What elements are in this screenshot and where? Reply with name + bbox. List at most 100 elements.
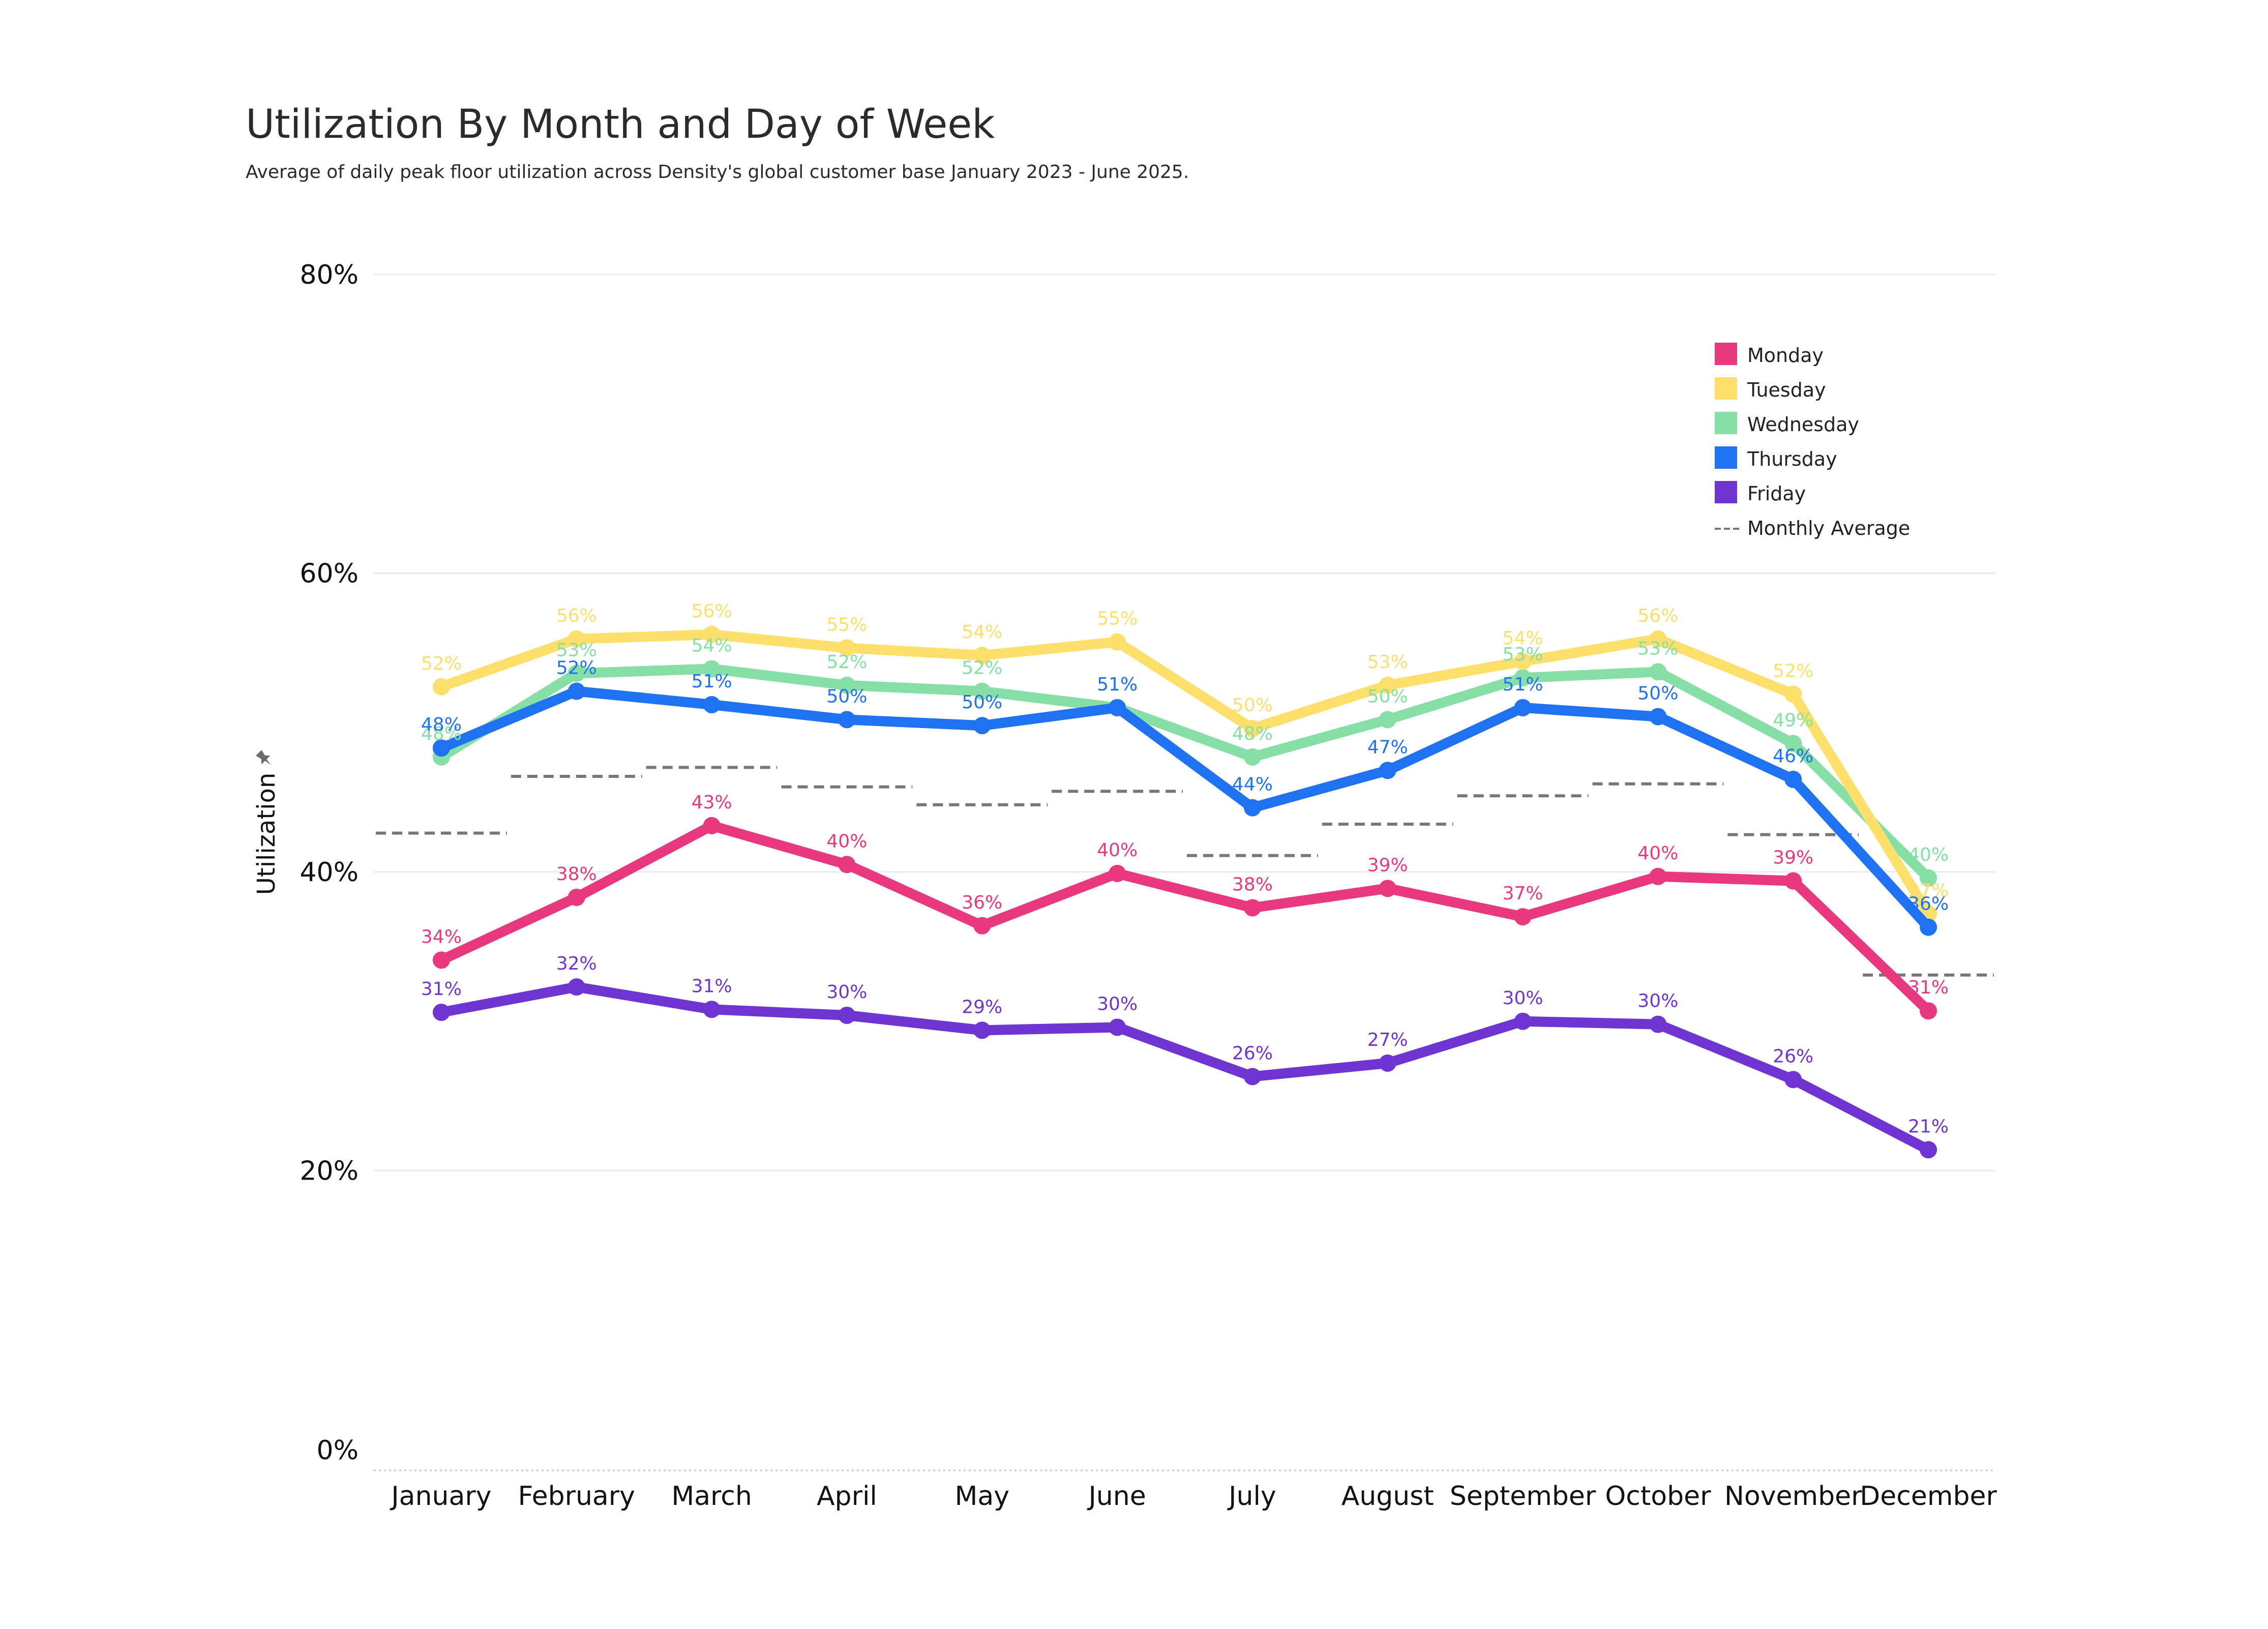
x-tick-label: September bbox=[1450, 1481, 1596, 1512]
data-point bbox=[1243, 899, 1261, 917]
data-point bbox=[1649, 867, 1667, 885]
data-point bbox=[1514, 908, 1532, 926]
data-point bbox=[1784, 685, 1802, 703]
data-label: 39% bbox=[1773, 848, 1813, 868]
x-tick-label: July bbox=[1227, 1481, 1276, 1512]
data-point bbox=[703, 625, 721, 643]
x-tick-label: May bbox=[954, 1481, 1009, 1512]
data-label: 53% bbox=[1503, 644, 1543, 665]
data-label: 56% bbox=[692, 601, 732, 622]
data-point bbox=[1109, 864, 1126, 882]
data-label: 52% bbox=[1773, 660, 1813, 681]
legend-label: Monthly Average bbox=[1747, 517, 1910, 539]
data-label: 50% bbox=[1232, 695, 1273, 716]
data-point bbox=[1514, 699, 1532, 716]
legend-swatch bbox=[1715, 343, 1737, 365]
data-point bbox=[1649, 663, 1667, 681]
data-label: 44% bbox=[1232, 774, 1273, 795]
data-point bbox=[838, 676, 856, 694]
pin-icon bbox=[256, 750, 271, 765]
data-label: 34% bbox=[421, 926, 462, 947]
legend: Monday Tuesday Wednesday Thursday Friday Mont… bbox=[1715, 343, 1910, 539]
data-point bbox=[1109, 699, 1126, 716]
data-label: 40% bbox=[1908, 844, 1949, 865]
data-point bbox=[568, 978, 585, 996]
data-label: 29% bbox=[962, 997, 1002, 1017]
legend-swatch bbox=[1715, 446, 1737, 469]
data-label: 31% bbox=[1908, 977, 1949, 998]
data-label: 50% bbox=[826, 686, 867, 707]
data-point bbox=[1243, 1068, 1261, 1085]
data-point bbox=[568, 682, 585, 700]
data-label: 31% bbox=[692, 976, 732, 997]
series-thursday bbox=[432, 682, 1937, 936]
data-label: 52% bbox=[826, 652, 867, 673]
series-line bbox=[436, 663, 1934, 883]
data-point bbox=[1379, 1054, 1396, 1072]
data-point bbox=[1379, 880, 1396, 897]
x-tick-label: January bbox=[390, 1481, 491, 1512]
chart-subtitle: Average of daily peak floor utilization … bbox=[246, 162, 1189, 183]
data-point bbox=[1109, 1018, 1126, 1036]
chart-title: Utilization By Month and Day of Week bbox=[246, 102, 995, 147]
data-point bbox=[1109, 633, 1126, 651]
data-label: 26% bbox=[1232, 1043, 1273, 1064]
data-point bbox=[568, 888, 585, 906]
data-point bbox=[1784, 770, 1802, 788]
data-point bbox=[973, 647, 991, 665]
data-label: 53% bbox=[1637, 638, 1678, 659]
legend-swatch bbox=[1715, 412, 1737, 434]
series-friday bbox=[432, 978, 1937, 1159]
data-point bbox=[973, 1021, 991, 1039]
y-tick-label: 60% bbox=[300, 559, 359, 589]
data-label: 49% bbox=[1773, 710, 1813, 731]
data-point bbox=[1784, 735, 1802, 752]
data-point bbox=[1514, 1012, 1532, 1030]
data-label: 51% bbox=[1503, 674, 1543, 695]
data-label: 50% bbox=[962, 692, 1002, 713]
data-point bbox=[703, 660, 721, 678]
series-lines bbox=[432, 625, 1937, 1159]
data-label: 36% bbox=[1908, 894, 1949, 915]
data-label: 30% bbox=[826, 982, 867, 1003]
data-point bbox=[1920, 869, 1937, 887]
legend-swatch bbox=[1715, 377, 1737, 400]
x-tick-label: October bbox=[1605, 1481, 1711, 1512]
data-label: 56% bbox=[556, 606, 597, 626]
data-label: 52% bbox=[962, 658, 1002, 679]
legend-label: Friday bbox=[1747, 482, 1806, 505]
data-label: 30% bbox=[1503, 988, 1543, 1009]
data-point bbox=[838, 639, 856, 657]
data-point bbox=[1379, 762, 1396, 779]
data-point bbox=[1514, 652, 1532, 670]
data-point bbox=[1649, 708, 1667, 726]
data-label: 37% bbox=[1503, 883, 1543, 904]
data-label: 40% bbox=[1097, 840, 1138, 861]
legend-label: Tuesday bbox=[1747, 379, 1826, 401]
series-line bbox=[436, 820, 1934, 1016]
series-monday bbox=[432, 817, 1937, 1020]
data-point bbox=[1649, 630, 1667, 648]
data-label: 54% bbox=[1503, 628, 1543, 649]
data-label: 52% bbox=[556, 658, 597, 679]
data-label: 48% bbox=[421, 723, 462, 744]
data-label: 36% bbox=[962, 892, 1002, 913]
legend-label: Thursday bbox=[1747, 448, 1837, 470]
data-point bbox=[568, 630, 585, 648]
data-point bbox=[703, 817, 721, 834]
y-axis-ticks: 0% 20% 40% 60% 80% bbox=[300, 260, 359, 1466]
legend-label: Monday bbox=[1747, 344, 1824, 367]
data-point bbox=[838, 711, 856, 729]
data-label: 30% bbox=[1637, 991, 1678, 1012]
data-label: 54% bbox=[692, 636, 732, 656]
x-tick-label: December bbox=[1860, 1481, 1997, 1512]
series-line bbox=[436, 982, 1934, 1155]
x-tick-label: November bbox=[1724, 1481, 1862, 1512]
monthly-average-lines bbox=[376, 766, 1994, 977]
data-label: 43% bbox=[692, 792, 732, 813]
data-label: 37% bbox=[1908, 880, 1949, 901]
data-label: 54% bbox=[962, 622, 1002, 643]
x-tick-label: June bbox=[1087, 1481, 1146, 1512]
data-point bbox=[1243, 748, 1261, 766]
data-point bbox=[838, 856, 856, 873]
